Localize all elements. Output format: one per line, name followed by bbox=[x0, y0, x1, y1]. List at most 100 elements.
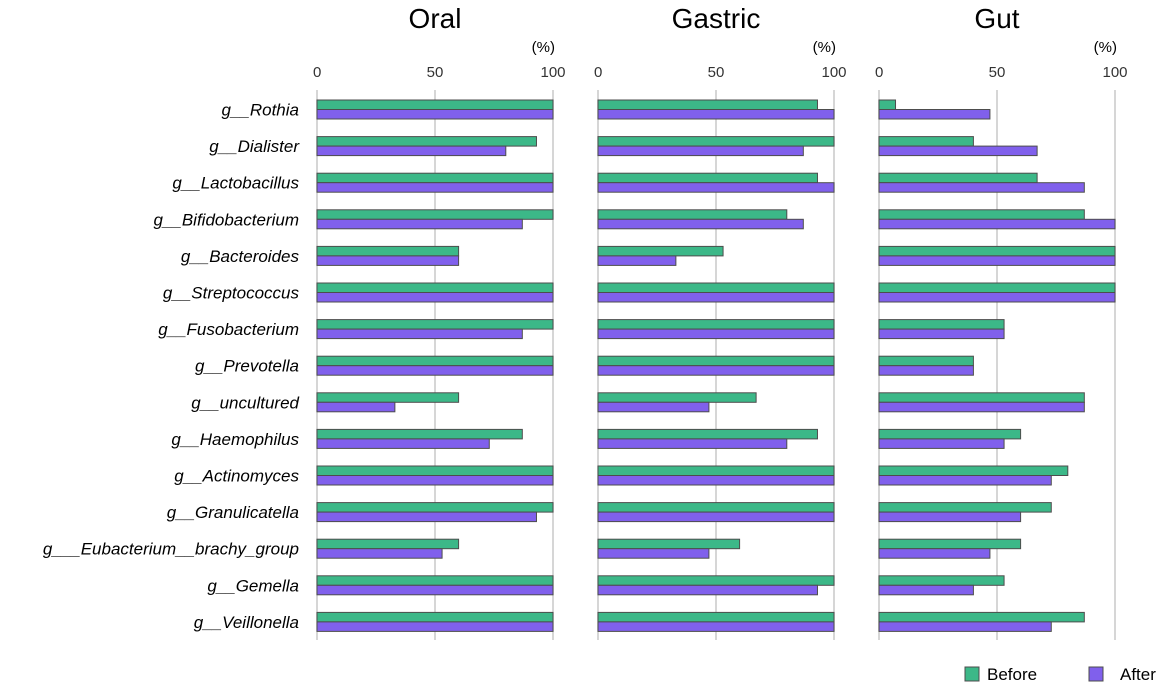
bar-gastric-before-3 bbox=[597, 209, 788, 220]
category-label-9: g__Haemophilus bbox=[171, 430, 299, 449]
tick-label-gut-100: 100 bbox=[1102, 64, 1127, 81]
bar-gastric-before-4 bbox=[597, 245, 724, 257]
bar-oral-after-5 bbox=[316, 292, 554, 303]
tick-label-gastric-50: 50 bbox=[708, 64, 725, 81]
bar-oral-before-6 bbox=[316, 319, 554, 330]
category-label-13: g__Gemella bbox=[207, 576, 299, 595]
bar-gastric-after-12 bbox=[597, 548, 710, 559]
bar-gastric-before-0 bbox=[597, 99, 818, 110]
bar-oral-before-0 bbox=[316, 99, 554, 110]
bar-gastric-before-7 bbox=[597, 355, 835, 367]
panel-title-gut: Gut bbox=[974, 3, 1019, 34]
bar-oral-after-7 bbox=[316, 365, 554, 376]
bar-gastric-before-6 bbox=[597, 319, 835, 330]
unit-label-gastric: (%) bbox=[813, 39, 836, 56]
bar-gut-before-5 bbox=[878, 282, 1116, 293]
bar-gastric-after-6 bbox=[597, 328, 835, 340]
bar-gut-before-14 bbox=[878, 611, 1085, 623]
bar-gastric-before-12 bbox=[597, 538, 741, 550]
bar-gut-after-2 bbox=[878, 182, 1085, 193]
category-label-12: g___Eubacterium__brachy_group bbox=[43, 540, 299, 559]
bar-gut-after-8 bbox=[878, 401, 1085, 413]
bar-oral-after-4 bbox=[316, 255, 460, 266]
legend-swatch-after bbox=[1088, 666, 1104, 682]
bar-gastric-before-2 bbox=[597, 172, 818, 184]
bar-gastric-after-2 bbox=[597, 182, 835, 193]
tick-label-gastric-100: 100 bbox=[821, 64, 846, 81]
bar-oral-after-2 bbox=[316, 182, 554, 193]
bar-gut-after-7 bbox=[878, 365, 974, 376]
bar-gastric-after-1 bbox=[597, 145, 804, 157]
bar-gastric-before-14 bbox=[597, 611, 835, 623]
bar-gut-before-8 bbox=[878, 392, 1085, 403]
bar-oral-after-11 bbox=[316, 511, 537, 523]
bar-oral-before-4 bbox=[316, 245, 460, 257]
bar-gut-after-9 bbox=[878, 438, 1005, 449]
tick-label-gut-50: 50 bbox=[989, 64, 1006, 81]
category-label-3: g__Bifidobacterium bbox=[153, 210, 299, 229]
bar-oral-before-7 bbox=[316, 355, 554, 367]
bar-gut-after-12 bbox=[878, 548, 991, 559]
bar-oral-after-9 bbox=[316, 438, 490, 449]
bar-oral-before-9 bbox=[316, 428, 523, 440]
bar-gut-after-0 bbox=[878, 109, 991, 120]
bar-gut-before-9 bbox=[878, 428, 1022, 440]
bar-oral-before-12 bbox=[316, 538, 460, 550]
bar-gut-before-2 bbox=[878, 172, 1038, 184]
bar-gastric-after-7 bbox=[597, 365, 835, 376]
bar-oral-before-11 bbox=[316, 502, 554, 513]
bar-gastric-before-1 bbox=[597, 136, 835, 147]
category-label-11: g__Granulicatella bbox=[167, 503, 299, 522]
bar-gut-before-12 bbox=[878, 538, 1022, 550]
bar-gut-before-7 bbox=[878, 355, 974, 367]
bar-gut-after-14 bbox=[878, 621, 1052, 632]
unit-label-oral: (%) bbox=[532, 39, 555, 56]
bar-gut-after-3 bbox=[878, 218, 1116, 230]
bar-gut-before-13 bbox=[878, 575, 1005, 586]
bar-gastric-after-5 bbox=[597, 292, 835, 303]
bar-gastric-before-10 bbox=[597, 465, 835, 476]
bar-gastric-after-4 bbox=[597, 255, 677, 266]
bar-gut-after-4 bbox=[878, 255, 1116, 266]
bar-gastric-after-9 bbox=[597, 438, 788, 449]
unit-label-gut: (%) bbox=[1094, 39, 1117, 56]
legend-swatch-before bbox=[964, 666, 980, 682]
category-label-7: g__Prevotella bbox=[195, 357, 299, 376]
bar-gut-after-5 bbox=[878, 292, 1116, 303]
tick-label-gut-0: 0 bbox=[875, 64, 883, 81]
bar-gastric-before-9 bbox=[597, 428, 818, 440]
bar-oral-before-2 bbox=[316, 172, 554, 184]
category-label-2: g__Lactobacillus bbox=[172, 174, 299, 193]
bar-gut-after-6 bbox=[878, 328, 1005, 340]
bar-gut-before-11 bbox=[878, 502, 1052, 513]
tick-label-oral-0: 0 bbox=[313, 64, 321, 81]
bar-oral-after-12 bbox=[316, 548, 443, 559]
category-label-14: g__Veillonella bbox=[194, 613, 299, 632]
panel-title-gastric: Gastric bbox=[672, 3, 761, 34]
bar-gut-before-6 bbox=[878, 319, 1005, 330]
bar-oral-before-1 bbox=[316, 136, 537, 147]
legend-label-after: After bbox=[1120, 665, 1156, 684]
bar-gut-after-1 bbox=[878, 145, 1038, 157]
category-label-8: g__uncultured bbox=[191, 393, 299, 412]
bar-gut-before-10 bbox=[878, 465, 1069, 476]
bar-gastric-after-3 bbox=[597, 218, 804, 230]
bar-gastric-after-14 bbox=[597, 621, 835, 632]
bar-oral-after-3 bbox=[316, 218, 523, 230]
bar-gastric-before-11 bbox=[597, 502, 835, 513]
category-label-1: g__Dialister bbox=[209, 137, 300, 156]
bar-oral-after-6 bbox=[316, 328, 523, 340]
tick-label-oral-100: 100 bbox=[540, 64, 565, 81]
category-label-6: g__Fusobacterium bbox=[158, 320, 299, 339]
bar-oral-before-14 bbox=[316, 611, 554, 623]
bar-oral-before-8 bbox=[316, 392, 460, 403]
tick-label-gastric-0: 0 bbox=[594, 64, 602, 81]
category-label-4: g__Bacteroides bbox=[181, 247, 300, 266]
bar-oral-after-0 bbox=[316, 109, 554, 120]
bar-gastric-after-0 bbox=[597, 109, 835, 120]
bar-oral-before-13 bbox=[316, 575, 554, 586]
category-label-5: g__Streptococcus bbox=[163, 284, 300, 303]
category-label-10: g__Actinomyces bbox=[174, 467, 299, 486]
